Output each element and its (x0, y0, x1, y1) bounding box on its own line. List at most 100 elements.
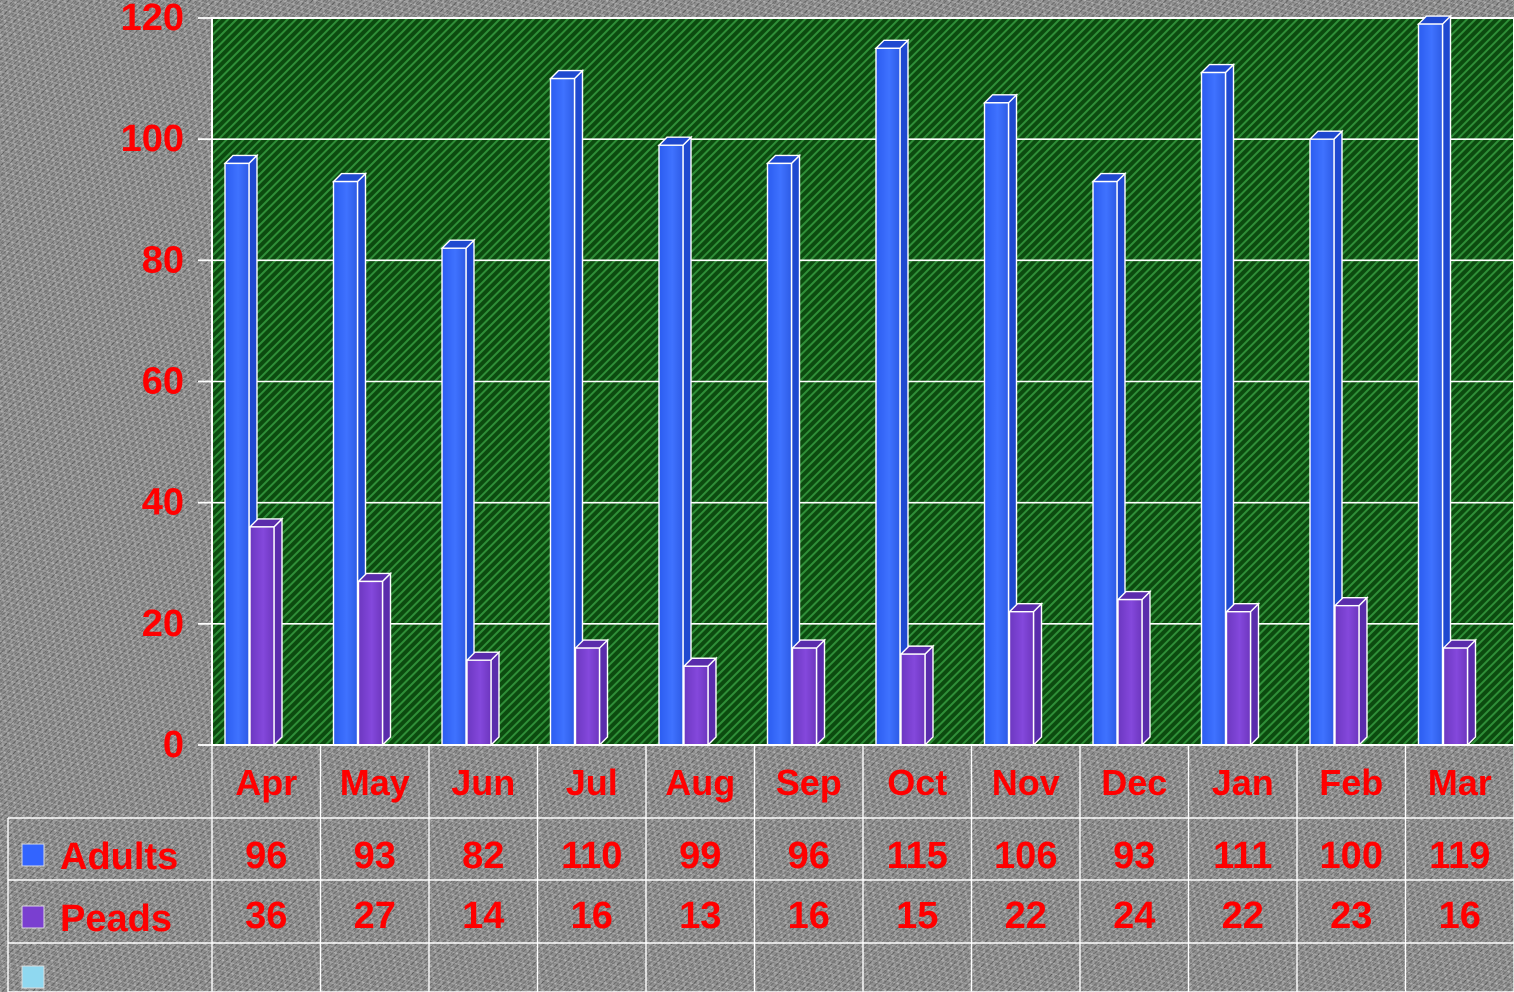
bar-peads-aug (682, 656, 718, 747)
bar-peads-jun-front (466, 659, 492, 746)
data-table-value: 99 (679, 835, 721, 877)
bar-adults-jun (440, 238, 476, 747)
bar-peads-sep (790, 638, 827, 747)
axes: 0 20 40 60 80 100 120 (121, 0, 1514, 766)
x-tick-label: May (340, 762, 410, 803)
bar-adults-feb-front (1309, 138, 1335, 746)
data-table-value: 36 (245, 895, 287, 937)
bar-adults-aug (657, 135, 693, 747)
bar-peads-jul-front (574, 647, 601, 746)
data-table-value: 23 (1330, 895, 1372, 937)
bar-adults-sep (765, 153, 802, 747)
bar-adults-jul (548, 68, 585, 747)
bar-peads-sep-front (791, 647, 818, 746)
bar-peads-jan-side (1249, 602, 1260, 747)
data-table-value: 15 (896, 895, 938, 937)
bar-peads-aug-front (683, 665, 709, 746)
bar-adults-jun-front (441, 247, 467, 746)
bar-adults-oct-front (875, 47, 901, 746)
bar-peads-jul (573, 638, 610, 747)
y-tick-label: 60 (142, 361, 184, 403)
data-table-value: 93 (1113, 835, 1155, 877)
x-tick-label: Sep (776, 762, 842, 803)
legend-label: Adults (60, 836, 178, 878)
bar-adults-may-front (332, 180, 359, 746)
bar-peads-feb-side (1358, 595, 1368, 747)
legend-swatch-3 (21, 965, 45, 989)
bar-peads-may-side (381, 571, 392, 747)
x-tick-label: Jul (566, 762, 618, 803)
data-table-value: 13 (679, 895, 721, 937)
bar-peads-jul-side (598, 638, 609, 747)
bar-adults-mar-front (1417, 23, 1444, 746)
data-table-value: 22 (1005, 895, 1047, 937)
data-table-value: 93 (354, 835, 396, 877)
bar-peads-dec-side (1141, 589, 1151, 747)
bar-adults-mar (1416, 14, 1453, 747)
bar-peads-nov-side (1032, 602, 1043, 747)
x-tick-label: Nov (992, 762, 1060, 803)
bar-peads-feb-front (1334, 604, 1360, 746)
data-table-value: 22 (1222, 895, 1264, 937)
data-table-value: 110 (561, 835, 622, 877)
bar-peads-jun (465, 650, 501, 747)
x-tick-label: Apr (235, 762, 297, 803)
bar-peads-may (356, 571, 393, 747)
x-tick-label: Dec (1101, 762, 1167, 803)
bar-adults-dec-front (1092, 180, 1118, 746)
bar-peads-jan (1224, 602, 1261, 747)
data-table-value: 16 (571, 895, 613, 937)
bar-peads-apr-side (273, 517, 283, 747)
data-table-value: 119 (1429, 835, 1490, 877)
bar-adults-jan (1199, 62, 1236, 747)
bar-peads-nov-front (1008, 611, 1035, 746)
bar-peads-mar-side (1466, 638, 1477, 747)
x-tick-label: Mar (1428, 762, 1492, 803)
data-table-value: 96 (788, 835, 830, 877)
data-table-value: 115 (887, 835, 948, 877)
bar-adults-oct (874, 38, 910, 747)
bar-adults-mar-side (1441, 14, 1452, 747)
y-tick-label: 80 (142, 239, 184, 281)
bar-adults-apr-front (224, 162, 250, 746)
bar-peads-apr-front (249, 526, 275, 746)
data-table-value: 96 (245, 835, 287, 877)
bar-adults-nov-front (983, 102, 1010, 746)
data-table-value: 106 (994, 835, 1057, 877)
bar-adults-jul-front (549, 77, 576, 746)
data-table-value: 14 (462, 895, 504, 937)
data-table-value: 100 (1320, 835, 1383, 877)
bar-peads-aug-side (707, 656, 717, 747)
bars (223, 14, 1478, 747)
y-tick-label: 20 (142, 603, 184, 645)
legend-swatch-2 (21, 905, 45, 929)
bar-peads-jun-side (490, 650, 500, 747)
bar-peads-nov (1007, 602, 1044, 747)
x-tick-label: Aug (665, 762, 735, 803)
data-table: Apr May Jun Jul Aug Sep Oct Nov Dec Jan Feb Mar Adul… (7, 745, 1514, 992)
y-tick-label: 120 (121, 0, 184, 39)
y-tick-label: 0 (163, 724, 184, 766)
data-table-value: 24 (1113, 895, 1155, 937)
legend-label: Peads (60, 898, 172, 940)
bar-peads-sep-side (815, 638, 826, 747)
bar-peads-dec-front (1117, 598, 1143, 746)
bar-adults-oct-side (899, 38, 909, 747)
bar-adults-feb (1308, 129, 1344, 747)
bar-adults-sep-front (766, 162, 793, 746)
bar-peads-mar-front (1442, 647, 1469, 746)
bar-peads-jan-front (1225, 611, 1252, 746)
bar-adults-aug-front (658, 144, 684, 746)
bar-peads-oct-front (900, 653, 926, 746)
data-table-value: 82 (462, 835, 504, 877)
bar-peads-oct-side (924, 644, 934, 747)
bar-adults-jan-front (1200, 71, 1227, 746)
bar-peads-may-front (357, 580, 384, 746)
bar-adults-may (331, 171, 368, 747)
bar-peads-apr (248, 517, 284, 747)
bar-adults-aug-side (682, 135, 692, 747)
data-table-value: 27 (354, 895, 396, 937)
x-tick-label: Jun (451, 762, 515, 803)
bar-peads-mar (1441, 638, 1478, 747)
